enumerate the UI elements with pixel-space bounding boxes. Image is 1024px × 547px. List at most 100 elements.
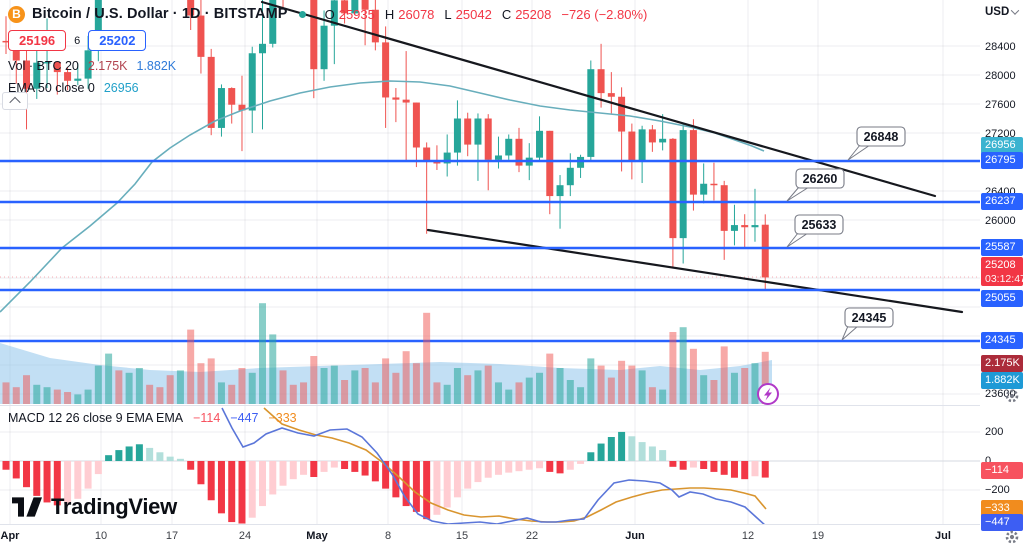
axis-price-badge: 25055 — [981, 290, 1023, 307]
macd-histogram-bar — [279, 461, 287, 486]
volume-bar — [494, 382, 502, 404]
macd-histogram-bar — [628, 436, 636, 461]
price-callout[interactable]: 26848 — [847, 126, 906, 161]
axis-price-badge: 25208 03:12:47 — [981, 257, 1024, 286]
svg-text:26848: 26848 — [864, 130, 899, 144]
price-axis-settings-gear-icon[interactable] — [1003, 387, 1021, 410]
close-label: C — [501, 6, 512, 22]
macd-histogram-bar — [320, 461, 328, 472]
macd-histogram-bar — [382, 461, 390, 489]
volume-bar — [505, 389, 513, 404]
axis-label: 28000 — [985, 70, 1016, 82]
macd-histogram-bar — [730, 461, 738, 478]
volume-bar — [679, 327, 687, 404]
candle-body — [761, 224, 769, 278]
volume-bar — [382, 358, 390, 404]
time-axis-label: 10 — [94, 530, 108, 542]
legend-collapse-button[interactable] — [2, 92, 28, 110]
macd-histogram-bar — [23, 461, 31, 488]
price-axis[interactable]: USD 28400 28000 27600 27200 26400 26000 23600 2… — [980, 0, 1024, 547]
candle-body — [577, 156, 585, 168]
macd-histogram-bar — [135, 444, 143, 461]
macd-histogram-bar — [689, 461, 697, 468]
open-value: 25935 — [338, 6, 375, 22]
trendline[interactable] — [426, 228, 964, 314]
instant-trading-marker[interactable] — [757, 383, 779, 405]
candle-body — [12, 41, 20, 61]
realtime-status-dot — [298, 10, 306, 18]
candle-body — [730, 225, 738, 231]
time-axis[interactable]: Apr 10 17 24 May 8 15 22 Jun 12 19 Jul — [0, 525, 980, 547]
macd-histogram-bar — [710, 461, 718, 472]
candle-body — [679, 130, 687, 239]
volume-bar — [187, 329, 195, 404]
price-callout[interactable]: 25633 — [786, 214, 844, 248]
ema50-line[interactable] — [0, 80, 765, 313]
macd-histogram-bar — [638, 442, 646, 461]
volume-bar — [669, 332, 677, 404]
price-callout[interactable]: 26260 — [786, 168, 845, 202]
price-callout[interactable]: 24345 — [841, 307, 894, 341]
macd-histogram-bar — [484, 461, 492, 478]
tradingview-logo-text: TradingView — [51, 494, 177, 519]
ema-indicator-row[interactable]: EMA 50 close 0 26956 — [8, 81, 647, 95]
chart-canvas[interactable]: 26848 26260 25633 24345 — [0, 0, 980, 524]
candle-body — [505, 138, 513, 156]
volume-bar — [648, 387, 656, 404]
volume-bar — [341, 380, 349, 404]
pane-separator[interactable] — [0, 405, 1024, 406]
macd-histogram-bar — [217, 461, 225, 514]
macd-histogram-bar — [341, 461, 349, 469]
volume-bar — [638, 370, 646, 404]
candle-body — [710, 183, 718, 186]
candle-body — [751, 225, 759, 228]
lightning-icon — [764, 387, 772, 401]
volume-bar — [166, 375, 174, 404]
volume-bar — [146, 384, 154, 404]
volume-bar — [484, 365, 492, 404]
volume-bar — [135, 368, 143, 404]
macd-histogram-bar — [392, 461, 400, 498]
macd-histogram-bar — [597, 443, 605, 461]
macd-histogram-bar — [259, 461, 266, 507]
candle-body — [402, 99, 410, 103]
volume-indicator-row[interactable]: Vol · BTC 20 2.175K 1.882K — [8, 59, 647, 73]
macd-histogram-bar — [248, 461, 256, 518]
candle-body — [638, 129, 646, 161]
axis-price-badge: −114 — [981, 462, 1023, 479]
trendline[interactable] — [260, 0, 937, 198]
time-axis-label: 19 — [811, 530, 825, 542]
macd-histogram-bar — [74, 461, 82, 499]
volume-bar — [412, 363, 420, 404]
volume-bar — [371, 382, 379, 404]
time-axis-label: 12 — [741, 530, 755, 542]
volume-bar — [577, 387, 585, 404]
candle-body — [628, 131, 636, 161]
buy-button[interactable]: 25202 — [88, 30, 147, 51]
tradingview-watermark: TradingView — [12, 494, 177, 520]
macd-histogram-bar — [515, 461, 523, 472]
candle-body — [217, 88, 225, 128]
time-axis-label: Jun — [625, 530, 645, 542]
symbol-row[interactable]: B Bitcoin / U.S. Dollar · 1D · BITSTAMP … — [8, 4, 647, 24]
time-axis-settings-gear-icon[interactable] — [1003, 528, 1021, 547]
candle-body — [259, 43, 266, 54]
chevron-down-icon — [1011, 6, 1020, 15]
volume-bar — [115, 370, 123, 404]
volume-bar — [43, 387, 51, 404]
candle-body — [238, 104, 246, 111]
macd-indicator-row[interactable]: MACD 12 26 close 9 EMA EMA −114 −447 −33… — [8, 411, 297, 425]
sell-button[interactable]: 25196 — [8, 30, 67, 51]
currency-selector[interactable]: USD — [985, 6, 1020, 18]
macd-histogram-bar — [669, 461, 677, 467]
macd-histogram-bar — [536, 461, 544, 469]
volume-bar — [525, 377, 533, 404]
close-value: 25208 — [515, 6, 552, 22]
volume-bar — [720, 346, 728, 404]
candle-body — [197, 15, 205, 57]
volume-bar — [392, 372, 400, 404]
volume-bar — [279, 370, 287, 404]
macd-histogram-bar — [371, 461, 379, 482]
volume-bar — [53, 389, 61, 404]
candle-body — [659, 138, 667, 143]
